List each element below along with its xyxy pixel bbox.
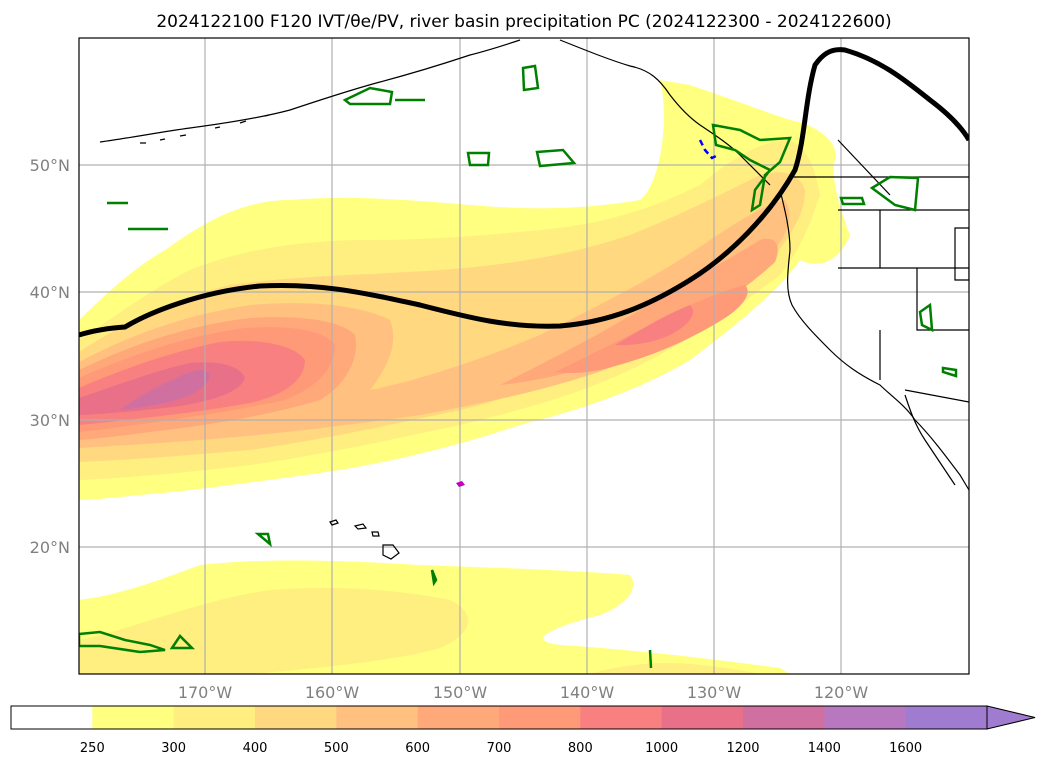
colorbar-segment xyxy=(11,706,93,729)
basin-outline-1 xyxy=(521,64,540,92)
theta-e-contour xyxy=(79,47,969,338)
state-borders xyxy=(837,139,969,403)
lat-labels: 50°N 40°N 30°N 20°N xyxy=(30,156,70,557)
colorbar-frame xyxy=(10,705,988,730)
basin-outline-12 xyxy=(254,532,272,548)
figure-title: 2024122100 F120 IVT/θe/PV, river basin p… xyxy=(156,12,891,32)
precip-pc-positive xyxy=(79,64,958,669)
basin-outline-8 xyxy=(839,196,866,206)
lon-label-170w: 170°W xyxy=(178,683,233,702)
hawaii-islands xyxy=(329,519,400,560)
colorbar-segment xyxy=(905,706,988,729)
colorbar-tick-label: 800 xyxy=(568,741,593,756)
colorbar: 250 300 400 500 600 700 800 1000 1200 1400 1600 xyxy=(10,705,1036,756)
lon-label-150w: 150°W xyxy=(433,683,488,702)
colorbar-extend-arrow xyxy=(986,705,1036,730)
lat-label-20n: 20°N xyxy=(30,538,70,557)
lon-label-160w: 160°W xyxy=(305,683,360,702)
colorbar-segment xyxy=(661,706,744,729)
basin-outline-11 xyxy=(941,366,958,378)
colorbar-tick-label: 250 xyxy=(80,741,105,756)
basin-outline-10 xyxy=(918,302,934,333)
lon-label-120w: 120°W xyxy=(814,683,869,702)
colorbar-segment xyxy=(824,706,907,729)
colorbar-segment xyxy=(743,706,825,729)
colorbar-tick-label: 1000 xyxy=(645,741,678,756)
map-frame xyxy=(78,37,970,675)
colorbar-tick-label: 1400 xyxy=(808,741,841,756)
basin-outline-13 xyxy=(430,569,438,587)
lat-label-50n: 50°N xyxy=(30,156,70,175)
lat-label-40n: 40°N xyxy=(30,283,70,302)
colorbar-tick-label: 600 xyxy=(405,741,430,756)
colorbar-tick-label: 1600 xyxy=(889,741,922,756)
colorbar-segment xyxy=(336,706,419,729)
colorbar-segment xyxy=(499,706,581,729)
aleutian-islands xyxy=(140,114,270,144)
alaska-coast xyxy=(99,39,521,143)
colorbar-tick-label: 300 xyxy=(161,741,186,756)
basin-outline-2 xyxy=(342,86,425,106)
colorbar-tick-label: 1200 xyxy=(726,741,759,756)
lon-label-130w: 130°W xyxy=(687,683,742,702)
basin-outline-16 xyxy=(648,649,653,669)
baja-california xyxy=(904,394,956,486)
colorbar-tick-label: 400 xyxy=(243,741,268,756)
colorbar-tick-label: 500 xyxy=(324,741,349,756)
colorbar-segment xyxy=(173,706,256,729)
colorbar-tick-label: 700 xyxy=(487,741,512,756)
lon-label-140w: 140°W xyxy=(560,683,615,702)
colorbar-segment xyxy=(92,706,175,729)
gulf-of-alaska-coast xyxy=(559,39,771,186)
ivt-band-1200 xyxy=(120,369,210,410)
colorbar-segment xyxy=(580,706,663,729)
ivt-band-300-south xyxy=(79,588,760,674)
basin-outline-15 xyxy=(169,634,196,650)
colorbar-segment xyxy=(255,706,337,729)
coastlines xyxy=(99,39,969,560)
west-coast xyxy=(779,189,969,491)
lon-labels: 170°W 160°W 150°W 140°W 130°W 120°W xyxy=(178,683,869,702)
basin-outline-9 xyxy=(869,175,920,212)
colorbar-segment xyxy=(417,706,500,729)
pv-marker xyxy=(456,481,465,487)
map-area xyxy=(79,38,969,674)
colorbar-labels: 250 300 400 500 600 700 800 1000 1200 1400 1600 xyxy=(80,741,922,756)
basin-outline-3 xyxy=(466,151,491,167)
precip-pc-negative xyxy=(698,139,719,160)
map-grid xyxy=(79,38,969,674)
basin-outline-7 xyxy=(711,123,792,213)
colorbar-segments xyxy=(11,706,988,729)
ivt-band-800 xyxy=(79,305,694,425)
basin-outline-14 xyxy=(79,630,166,654)
basin-outline-4 xyxy=(535,148,577,168)
lat-label-30n: 30°N xyxy=(30,411,70,430)
